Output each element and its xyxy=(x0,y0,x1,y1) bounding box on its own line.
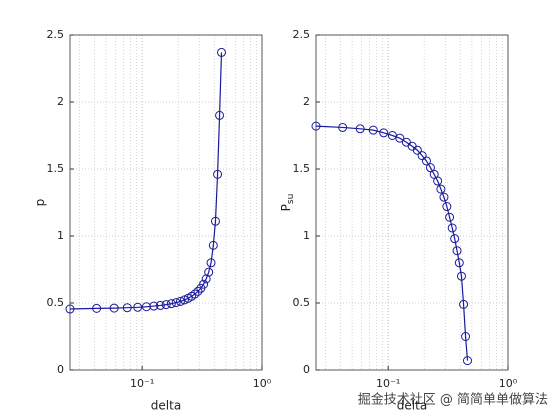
data-point xyxy=(459,299,469,309)
y-tick-label: 2.5 xyxy=(47,28,65,41)
data-point xyxy=(461,332,471,341)
data-point xyxy=(65,304,75,314)
y-axis-label-base: P xyxy=(279,204,293,211)
data-point xyxy=(338,122,348,132)
data-point xyxy=(208,240,218,250)
data-point xyxy=(92,303,102,313)
data-point xyxy=(311,121,321,131)
data-point xyxy=(133,302,143,312)
data-point xyxy=(171,298,181,308)
data-point xyxy=(412,145,422,155)
y-axis-label: p xyxy=(33,199,47,207)
y-axis-label-subscript: su xyxy=(286,194,296,204)
data-point xyxy=(395,133,405,143)
data-point xyxy=(442,202,452,212)
data-point xyxy=(141,302,151,312)
data-point xyxy=(201,274,211,284)
x-tick-label: 10⁰ xyxy=(499,377,518,390)
data-point xyxy=(193,286,203,296)
data-point xyxy=(454,258,464,268)
y-tick-label: 2 xyxy=(57,95,64,108)
x-axis-label: delta xyxy=(151,399,181,413)
x-tick-label: 10⁻¹ xyxy=(376,377,400,390)
y-tick-label: 1 xyxy=(57,229,64,242)
data-point xyxy=(122,303,132,313)
data-point xyxy=(425,163,435,173)
x-axis-label: delta xyxy=(397,399,427,413)
data-point xyxy=(452,246,462,256)
y-tick-label: 0.5 xyxy=(293,296,311,309)
data-point xyxy=(206,258,216,268)
data-point xyxy=(149,301,159,311)
data-point xyxy=(417,151,427,161)
data-point xyxy=(204,267,214,277)
x-tick-label: 10⁻¹ xyxy=(130,377,154,390)
data-point xyxy=(190,289,200,299)
data-point xyxy=(439,192,449,202)
data-point xyxy=(368,125,378,135)
data-point xyxy=(447,223,457,233)
data-point xyxy=(379,128,389,138)
y-tick-label: 1.5 xyxy=(47,162,65,175)
data-point xyxy=(445,212,455,222)
data-point xyxy=(213,169,223,179)
y-tick-label: 0.5 xyxy=(47,296,65,309)
data-point xyxy=(216,47,226,57)
y-axis-label-base: p xyxy=(33,199,47,207)
data-point xyxy=(456,271,466,281)
y-tick-label: 1 xyxy=(303,229,310,242)
y-tick-label: 0 xyxy=(57,363,64,376)
data-point xyxy=(450,234,460,244)
y-tick-label: 0 xyxy=(303,363,310,376)
data-point xyxy=(175,296,185,306)
data-point xyxy=(166,299,176,309)
axes-box xyxy=(69,34,263,371)
data-point xyxy=(436,184,446,194)
watermark: 掘金技术社区 @ 简简单单做算法 xyxy=(358,392,548,408)
data-point xyxy=(355,124,365,134)
x-tick-label: 10⁰ xyxy=(253,377,272,390)
data-point xyxy=(161,300,171,310)
data-point xyxy=(215,110,225,120)
y-axis-label: Psu xyxy=(279,194,296,212)
data-point xyxy=(421,156,431,166)
data-point xyxy=(433,176,443,186)
data-point xyxy=(210,216,220,226)
data-point xyxy=(155,300,165,310)
y-tick-label: 2.5 xyxy=(293,28,311,41)
data-point xyxy=(462,356,472,366)
y-tick-label: 2 xyxy=(303,95,310,108)
y-tick-label: 1.5 xyxy=(293,162,311,175)
axes-box xyxy=(315,34,509,371)
data-point xyxy=(199,279,209,289)
data-point xyxy=(109,303,119,313)
